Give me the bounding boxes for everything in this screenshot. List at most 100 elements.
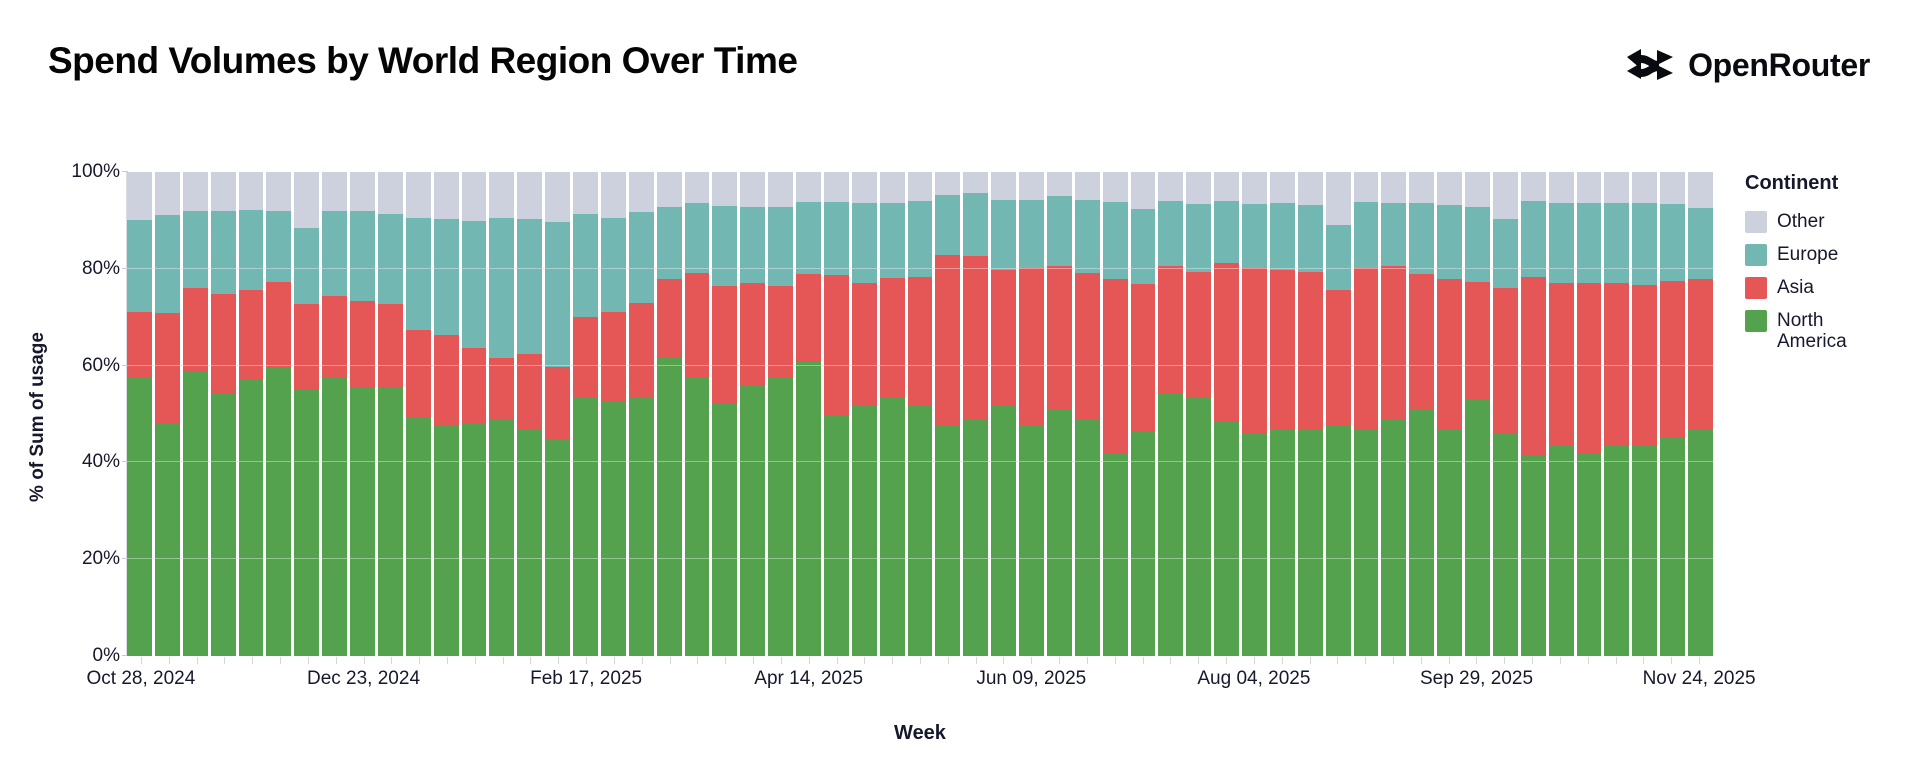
segment-other[interactable] (545, 172, 570, 223)
segment-north-america[interactable] (127, 377, 152, 656)
segment-other[interactable] (1660, 172, 1685, 204)
bar-week-feb-17-2025[interactable] (573, 172, 598, 656)
segment-europe[interactable] (935, 195, 961, 256)
segment-europe[interactable] (1604, 202, 1630, 284)
segment-north-america[interactable] (1437, 429, 1462, 656)
segment-europe[interactable] (1158, 200, 1184, 267)
segment-asia[interactable] (489, 357, 515, 420)
segment-north-america[interactable] (1548, 445, 1574, 656)
segment-europe[interactable] (154, 214, 180, 313)
bar-week-feb-24-2025[interactable] (600, 172, 626, 656)
segment-north-america[interactable] (1465, 399, 1490, 656)
segment-asia[interactable] (1465, 282, 1490, 399)
segment-europe[interactable] (127, 220, 152, 313)
segment-north-america[interactable] (600, 400, 626, 656)
segment-asia[interactable] (1214, 263, 1239, 422)
segment-north-america[interactable] (907, 406, 933, 656)
segment-other[interactable] (517, 172, 543, 220)
segment-europe[interactable] (1632, 202, 1658, 286)
segment-europe[interactable] (1660, 203, 1685, 282)
segment-asia[interactable] (322, 295, 347, 379)
segment-north-america[interactable] (1353, 429, 1379, 656)
segment-asia[interactable] (907, 277, 933, 407)
segment-asia[interactable] (461, 348, 487, 423)
bar-week-mar-17-2025[interactable] (684, 172, 710, 656)
segment-asia[interactable] (1074, 272, 1100, 421)
bar-week-oct-28-2024[interactable] (127, 172, 152, 656)
bar-week-jan-27-2025[interactable] (489, 172, 515, 656)
segment-europe[interactable] (991, 200, 1016, 271)
segment-other[interactable] (433, 172, 459, 220)
segment-asia[interactable] (712, 286, 738, 404)
segment-asia[interactable] (266, 282, 292, 368)
segment-north-america[interactable] (1074, 420, 1100, 656)
segment-north-america[interactable] (182, 371, 208, 656)
segment-north-america[interactable] (628, 398, 654, 656)
bar-week-sep-29-2025[interactable] (1465, 172, 1490, 656)
segment-asia[interactable] (210, 293, 236, 394)
segment-other[interactable] (1186, 172, 1212, 204)
bar-week-jul-21-2025[interactable] (1186, 172, 1212, 656)
bar-week-apr-14-2025[interactable] (796, 172, 821, 656)
bar-week-dec-16-2024[interactable] (322, 172, 347, 656)
segment-other[interactable] (1520, 172, 1546, 201)
segment-north-america[interactable] (266, 367, 292, 656)
bar-week-aug-04-2025[interactable] (1242, 172, 1267, 656)
bar-week-jun-09-2025[interactable] (1019, 172, 1044, 656)
segment-asia[interactable] (545, 366, 570, 439)
segment-north-america[interactable] (1158, 393, 1184, 656)
segment-europe[interactable] (489, 217, 515, 358)
segment-north-america[interactable] (238, 378, 264, 656)
segment-europe[interactable] (684, 202, 710, 273)
bar-week-mar-31-2025[interactable] (740, 172, 766, 656)
segment-north-america[interactable] (517, 430, 543, 656)
segment-other[interactable] (963, 172, 989, 194)
segment-europe[interactable] (433, 219, 459, 335)
segment-europe[interactable] (1437, 204, 1462, 279)
segment-europe[interactable] (1576, 202, 1602, 283)
bar-week-may-26-2025[interactable] (963, 172, 989, 656)
segment-asia[interactable] (740, 282, 766, 386)
segment-north-america[interactable] (545, 438, 570, 656)
segment-asia[interactable] (796, 273, 821, 363)
segment-europe[interactable] (1130, 209, 1156, 285)
segment-asia[interactable] (963, 255, 989, 419)
bar-week-dec-30-2024[interactable] (377, 172, 403, 656)
segment-north-america[interactable] (350, 386, 375, 656)
segment-other[interactable] (1242, 172, 1267, 204)
segment-asia[interactable] (851, 283, 877, 405)
bar-week-jun-30-2025[interactable] (1102, 172, 1128, 656)
segment-other[interactable] (182, 172, 208, 211)
segment-north-america[interactable] (796, 362, 821, 656)
bar-week-jul-07-2025[interactable] (1130, 172, 1156, 656)
segment-other[interactable] (1102, 172, 1128, 202)
segment-asia[interactable] (1297, 271, 1323, 430)
segment-europe[interactable] (1186, 203, 1212, 272)
segment-europe[interactable] (210, 210, 236, 294)
segment-europe[interactable] (628, 211, 654, 304)
bar-week-nov-11-2024[interactable] (182, 172, 208, 656)
segment-asia[interactable] (1019, 268, 1044, 426)
segment-other[interactable] (656, 172, 682, 207)
segment-asia[interactable] (1576, 282, 1602, 454)
segment-north-america[interactable] (294, 389, 320, 656)
segment-asia[interactable] (656, 279, 682, 358)
segment-other[interactable] (210, 172, 236, 211)
segment-north-america[interactable] (1269, 429, 1295, 656)
segment-asia[interactable] (127, 312, 152, 378)
segment-north-america[interactable] (879, 398, 905, 656)
segment-north-america[interactable] (1520, 454, 1546, 656)
segment-europe[interactable] (573, 213, 598, 318)
segment-asia[interactable] (600, 312, 626, 401)
bar-week-jan-20-2025[interactable] (461, 172, 487, 656)
segment-asia[interactable] (1269, 270, 1295, 430)
segment-europe[interactable] (350, 210, 375, 302)
segment-asia[interactable] (935, 255, 961, 427)
segment-north-america[interactable] (1492, 433, 1518, 656)
segment-north-america[interactable] (1409, 408, 1435, 656)
segment-north-america[interactable] (851, 404, 877, 656)
segment-north-america[interactable] (1242, 434, 1267, 656)
segment-europe[interactable] (238, 209, 264, 291)
segment-north-america[interactable] (768, 377, 793, 656)
bar-week-apr-21-2025[interactable] (823, 172, 849, 656)
